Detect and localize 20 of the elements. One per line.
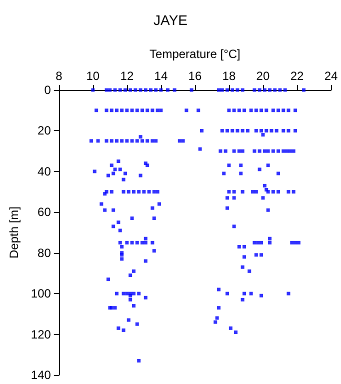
x-tick-label: 16 — [188, 69, 202, 83]
y-tick-label: 20 — [38, 124, 52, 138]
x-tick-label: 24 — [324, 69, 338, 83]
x-axis-title: Temperature [°C] — [150, 47, 240, 61]
y-tick-label: 80 — [38, 246, 52, 260]
y-axis-title: Depth [m] — [7, 206, 21, 259]
x-tick-label: 8 — [56, 69, 63, 83]
x-tick-label: 20 — [256, 69, 270, 83]
x-tick-label: 14 — [154, 69, 168, 83]
y-tick-label: 140 — [30, 368, 52, 382]
chart-title: JAYE — [154, 12, 188, 28]
y-tick-label: 100 — [30, 286, 52, 301]
x-tick-label: 18 — [222, 69, 236, 83]
x-tick-label: 22 — [290, 69, 304, 83]
y-tick-label: 40 — [38, 164, 52, 178]
y-tick-label: 0 — [44, 83, 52, 97]
x-tick-label: 12 — [120, 69, 134, 83]
x-tick-label: 10 — [86, 69, 100, 83]
y-tick-label: 120 — [30, 327, 52, 342]
y-tick-label: 60 — [38, 205, 52, 220]
